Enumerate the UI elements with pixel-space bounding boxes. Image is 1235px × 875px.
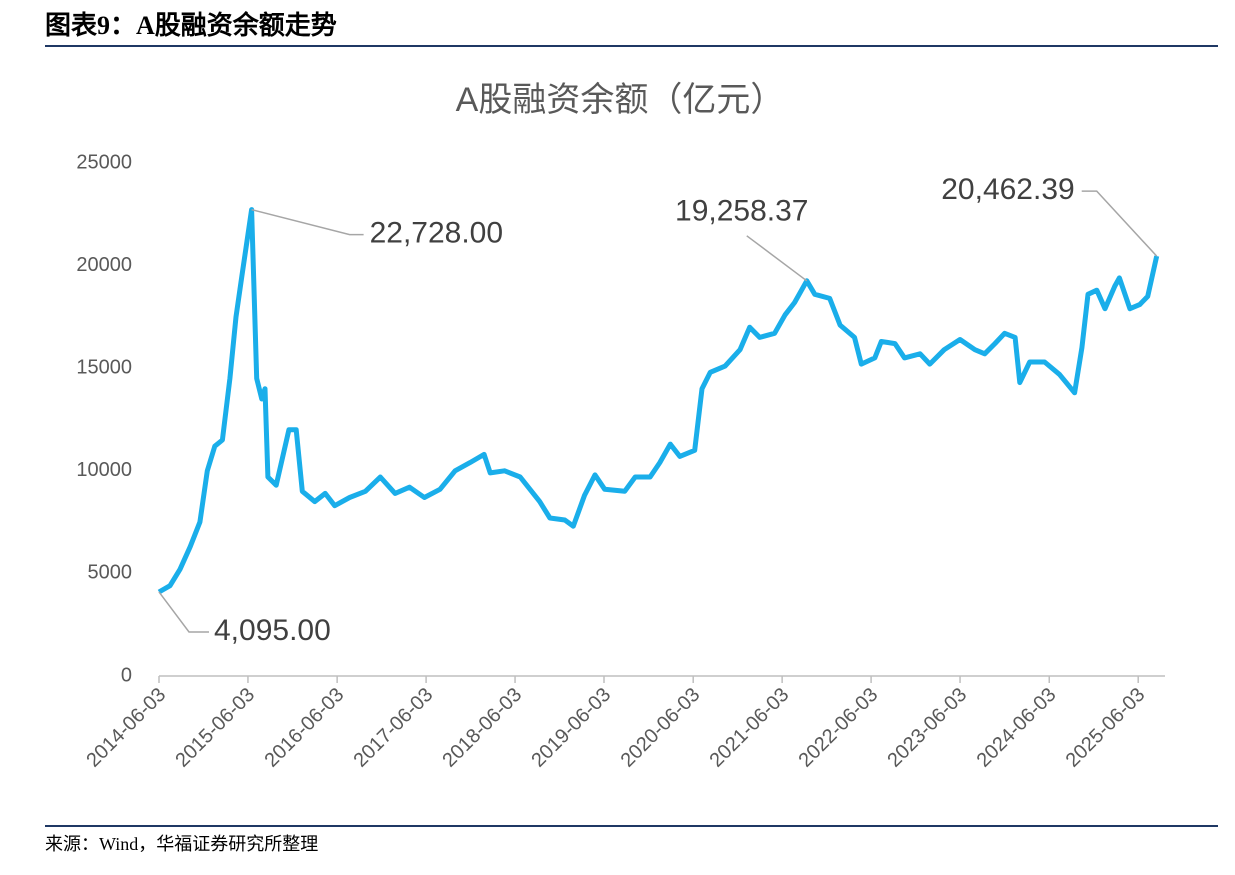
leader-line bbox=[746, 235, 808, 282]
y-tick-label: 20000 bbox=[76, 254, 132, 276]
x-tick-label: 2021-06-03 bbox=[706, 684, 794, 772]
x-tick-label: 2019-06-03 bbox=[527, 684, 615, 772]
chart-title: A股融资余额（亿元） bbox=[456, 81, 785, 119]
x-tick-label: 2022-06-03 bbox=[794, 684, 882, 772]
x-tick-label: 2014-06-03 bbox=[82, 684, 170, 772]
y-tick-label: 5000 bbox=[88, 562, 133, 584]
x-tick-label: 2020-06-03 bbox=[617, 684, 705, 772]
y-tick-label: 15000 bbox=[76, 356, 132, 378]
x-tick-label: 2023-06-03 bbox=[883, 684, 971, 772]
y-tick-label: 25000 bbox=[76, 151, 132, 173]
data-label: 4,095.00 bbox=[214, 614, 331, 647]
x-tick-label: 2025-06-03 bbox=[1062, 684, 1150, 772]
data-label: 19,258.37 bbox=[675, 195, 808, 228]
header-title: 图表9：A股融资余额走势 bbox=[45, 10, 337, 40]
x-tick-label: 2018-06-03 bbox=[438, 684, 526, 772]
data-label: 20,462.39 bbox=[941, 173, 1074, 206]
line bbox=[157, 207, 1160, 595]
x-tick-label: 2024-06-03 bbox=[973, 684, 1061, 772]
x-tick-label: 2015-06-03 bbox=[171, 684, 259, 772]
y-tick-label: 0 bbox=[121, 664, 132, 686]
y-tick-label: 10000 bbox=[76, 459, 132, 481]
leader-line bbox=[158, 591, 209, 633]
source: 来源：Wind，华福证券研究所整理 bbox=[45, 834, 318, 854]
x-tick-label: 2017-06-03 bbox=[349, 684, 437, 772]
x-tick-label: 2016-06-03 bbox=[261, 684, 349, 772]
data-label: 22,728.00 bbox=[370, 217, 503, 250]
leader-line bbox=[251, 208, 364, 236]
leader-line bbox=[1081, 190, 1158, 257]
